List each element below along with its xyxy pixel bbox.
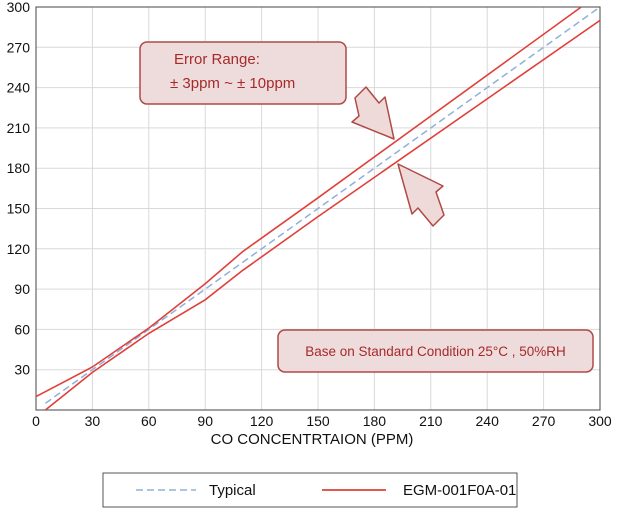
condition-annotation: Base on Standard Condition 25°C , 50%RH [277,329,594,373]
y-tick-label-30: 30 [14,362,30,378]
arrow-down-icon [351,86,395,140]
error-range-value: ± 3ppm ~ ± 10ppm [170,75,295,92]
x-axis-title: CO CONCENTRTAION (PPM) [211,431,414,448]
plot-frame [35,6,601,411]
series-lines [35,6,601,411]
series-line-egm-upper [35,6,582,398]
x-tick-label-0: 0 [32,413,40,429]
x-tick-label-210: 210 [419,413,443,429]
y-tick-label-60: 60 [14,321,30,337]
series-line-egm-lower [44,19,601,411]
x-tick-label-150: 150 [306,413,330,429]
x-tick-label-60: 60 [141,413,157,429]
x-tick-label-270: 270 [532,413,556,429]
y-tick-label-300: 300 [7,0,31,15]
x-tick-label-300: 300 [588,413,612,429]
y-tick-label-270: 270 [7,39,31,55]
x-tick-label-180: 180 [363,413,387,429]
error-range-annotation: Error Range: ± 3ppm ~ ± 10ppm [139,41,347,105]
legend-label-typical: Typical [209,482,256,499]
y-tick-label-210: 210 [7,120,31,136]
y-tick-label-90: 90 [14,281,30,297]
legend: Typical EGM-001F0A-01 [102,472,518,508]
y-tick-label-150: 150 [7,201,31,217]
x-tick-labels: 0 30 60 90 120 150 180 210 240 270 300 [32,413,612,429]
x-tick-label-120: 120 [250,413,274,429]
error-range-title: Error Range: [174,51,260,68]
condition-box [277,329,594,373]
arrow-upper [351,86,395,140]
y-tick-label-240: 240 [7,80,31,96]
series-line-typical [44,6,601,404]
y-tick-labels: 30 60 90 120 150 180 210 240 270 300 [7,0,31,378]
axes [35,6,601,411]
x-tick-label-30: 30 [85,413,101,429]
error-range-box [139,41,347,105]
legend-label-egm: EGM-001F0A-01 [403,482,516,499]
y-tick-label-120: 120 [7,241,31,257]
x-tick-label-90: 90 [197,413,213,429]
arrow-lower [397,163,445,227]
condition-text: Base on Standard Condition 25°C , 50%RH [305,344,566,359]
arrow-up-icon [397,163,445,227]
x-tick-label-240: 240 [476,413,500,429]
y-tick-label-180: 180 [7,160,31,176]
